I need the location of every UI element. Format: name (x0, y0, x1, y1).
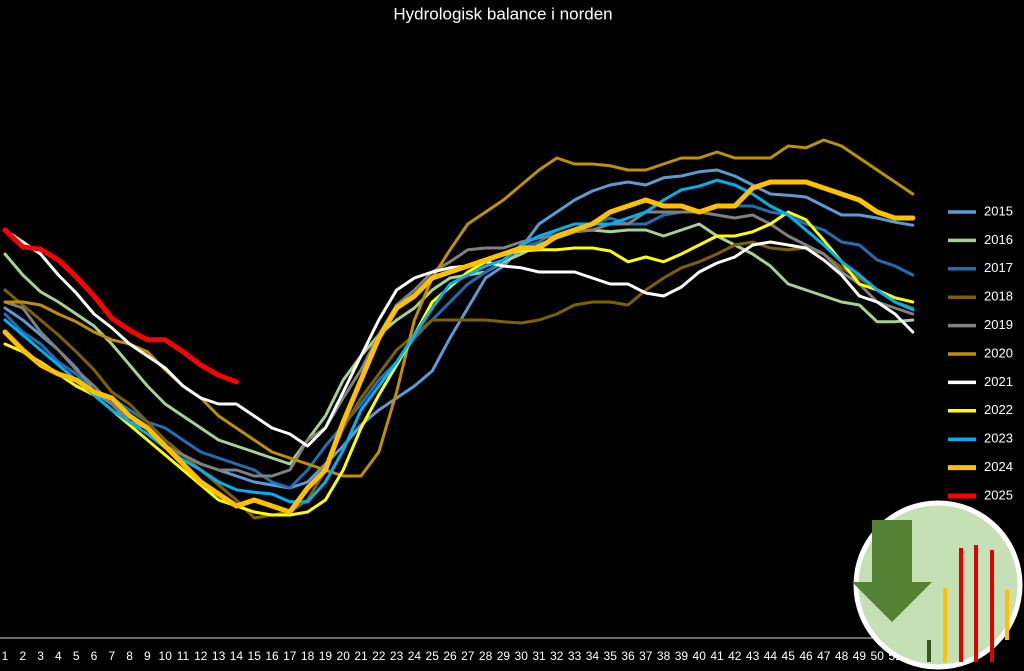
legend-label: 2024 (984, 459, 1013, 474)
x-tick-label: 38 (657, 649, 671, 663)
icon-bar (959, 548, 963, 662)
x-tick-label: 12 (194, 649, 208, 663)
icon-bar (990, 550, 994, 662)
x-tick-label: 20 (337, 649, 351, 663)
icon-bar (974, 545, 978, 662)
x-tick-label: 27 (461, 649, 475, 663)
x-tick-label: 42 (728, 649, 742, 663)
x-tick-label: 6 (91, 649, 98, 663)
x-tick-label: 5 (73, 649, 80, 663)
series-line (2, 227, 239, 385)
x-tick-label: 11 (177, 649, 190, 663)
x-tick-label: 17 (283, 649, 297, 663)
legend-label: 2020 (984, 345, 1013, 360)
x-tick-label: 9 (144, 649, 151, 663)
legend: 2015 2016 2017 2018 2019 2020 2021 2022 2023 2024… (948, 203, 1013, 502)
icon-bar (1005, 590, 1009, 640)
x-tick-label: 48 (835, 649, 849, 663)
legend-label: 2025 (984, 487, 1013, 502)
legend-label: 2015 (984, 203, 1013, 218)
legend-label: 2016 (984, 232, 1013, 247)
x-tick-label: 21 (354, 649, 368, 663)
x-tick-label: 33 (568, 649, 582, 663)
x-tick-label: 28 (479, 649, 493, 663)
icon-bar (943, 588, 947, 662)
icon-bar (927, 640, 931, 662)
legend-label: 2018 (984, 289, 1013, 304)
x-tick-label: 16 (265, 649, 279, 663)
x-tick-label: 23 (390, 649, 404, 663)
x-tick-label: 36 (621, 649, 635, 663)
series-line (3, 204, 915, 490)
legend-label: 2017 (984, 260, 1013, 275)
series-line (3, 168, 915, 490)
x-tick-label: 15 (248, 649, 262, 663)
x-tick-label: 35 (604, 649, 618, 663)
x-axis: 1 2 3 4 5 6 7 8 9 10 11 12 13 14 15 16 17 18 19 20 21 22 23 24 2… (2, 649, 920, 663)
x-tick-label: 45 (782, 649, 796, 663)
x-tick-label: 24 (408, 649, 422, 663)
x-tick-label: 44 (764, 649, 778, 663)
x-tick-label: 46 (799, 649, 813, 663)
x-tick-label: 37 (639, 649, 653, 663)
x-tick-label: 32 (550, 649, 564, 663)
x-tick-label: 7 (108, 649, 115, 663)
x-tick-label: 1 (2, 649, 9, 663)
legend-label: 2023 (984, 431, 1013, 446)
x-tick-label: 19 (319, 649, 333, 663)
x-tick-label: 8 (126, 649, 133, 663)
badge-icon (852, 500, 1023, 670)
legend-label: 2021 (984, 374, 1013, 389)
x-tick-label: 47 (817, 649, 831, 663)
x-tick-label: 4 (55, 649, 62, 663)
x-tick-label: 50 (871, 649, 885, 663)
x-tick-label: 39 (675, 649, 689, 663)
down-arrow (852, 520, 932, 622)
x-tick-label: 18 (301, 649, 315, 663)
plot-area (2, 138, 916, 520)
x-tick-label: 22 (372, 649, 386, 663)
x-tick-label: 40 (693, 649, 707, 663)
series-line (2, 179, 916, 515)
x-tick-label: 25 (426, 649, 440, 663)
x-tick-label: 31 (532, 649, 546, 663)
x-tick-label: 41 (710, 649, 724, 663)
x-tick-label: 3 (37, 649, 44, 663)
x-tick-label: 26 (443, 649, 457, 663)
x-tick-label: 49 (853, 649, 867, 663)
x-tick-label: 34 (586, 649, 600, 663)
legend-label: 2019 (984, 317, 1013, 332)
x-tick-label: 30 (515, 649, 529, 663)
x-tick-label: 14 (230, 649, 244, 663)
x-tick-label: 2 (19, 649, 26, 663)
x-tick-label: 10 (159, 649, 173, 663)
x-tick-label: 29 (497, 649, 511, 663)
x-tick-label: 13 (212, 649, 226, 663)
legend-label: 2022 (984, 402, 1013, 417)
chart-title: Hydrologisk balance i norden (393, 4, 612, 23)
x-tick-label: 43 (746, 649, 760, 663)
series-line (3, 222, 915, 466)
series-line (3, 178, 915, 504)
